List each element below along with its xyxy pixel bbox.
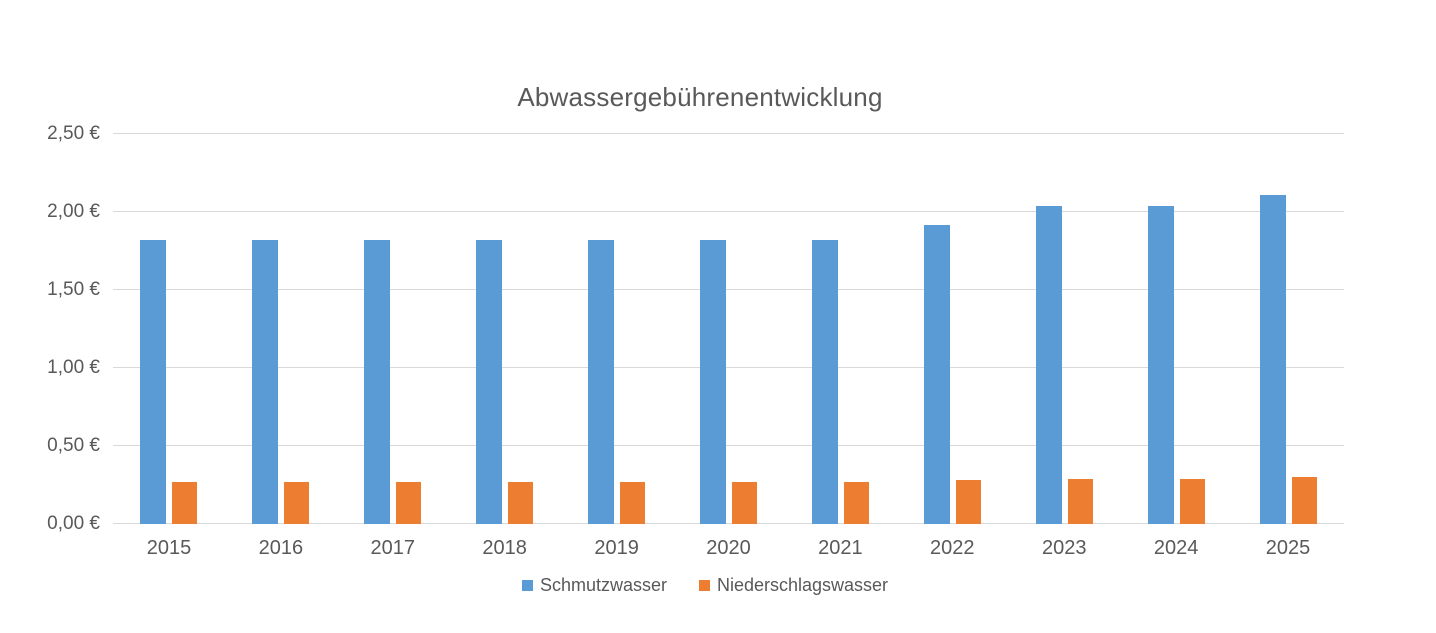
bar-schmutzwasser-2019 [588, 240, 615, 524]
bar-group-2017 [337, 134, 449, 524]
legend-label: Niederschlagswasser [716, 575, 889, 595]
bar-niederschlagswasser-2025 [1291, 477, 1317, 524]
bar-schmutzwasser-2016 [252, 240, 279, 524]
bar-group-2016 [225, 134, 337, 524]
gridline [113, 211, 1344, 212]
x-tick-label-2025: 2025 [1265, 537, 1311, 559]
y-axis: 0,00 € 0,50 € 1,00 € 1,50 € 2,00 € 2,50 € [20, 0, 100, 633]
bar-schmutzwasser-2022 [923, 224, 950, 524]
x-tick-label-2019: 2019 [594, 537, 639, 559]
x-tick-label-2020: 2020 [706, 537, 751, 559]
bar-niederschlagswasser-2020 [731, 481, 757, 524]
y-tick-label: 0,50 € [47, 435, 100, 456]
x-tick-label-2017: 2017 [370, 537, 416, 559]
bar-group-2020 [673, 134, 785, 524]
bar-group-2022 [896, 134, 1008, 524]
x-tick-label-2016: 2016 [258, 537, 304, 559]
bar-niederschlagswasser-2018 [508, 481, 534, 524]
y-tick-label: 1,00 € [47, 357, 100, 378]
gridline [113, 133, 1344, 134]
legend-swatch-icon [521, 580, 533, 591]
bar-niederschlagswasser-2022 [955, 480, 981, 524]
legend-swatch-icon [698, 580, 710, 591]
bar-group-2015 [113, 134, 225, 524]
bar-schmutzwasser-2024 [1147, 205, 1174, 524]
bar-schmutzwasser-2017 [364, 240, 391, 524]
legend-label: Schmutzwasser [539, 575, 667, 595]
x-tick-label-2021: 2021 [818, 537, 863, 559]
bar-schmutzwasser-2020 [699, 240, 726, 524]
bar-niederschlagswasser-2024 [1179, 478, 1205, 524]
gridline [113, 445, 1344, 446]
gridline [113, 523, 1344, 524]
bar-niederschlagswasser-2017 [396, 481, 422, 524]
bar-group-2025 [1232, 134, 1344, 524]
bar-niederschlagswasser-2015 [172, 481, 198, 524]
gridlines [113, 133, 1344, 524]
x-tick-label-2018: 2018 [482, 537, 527, 559]
bar-schmutzwasser-2025 [1259, 194, 1286, 524]
y-tick-label: 1,50 € [47, 279, 100, 300]
bar-schmutzwasser-2018 [476, 240, 503, 524]
y-tick-label: 0,00 € [47, 513, 100, 534]
gridline [113, 289, 1344, 290]
x-axis: 2015 2016 2017 2018 2019 2020 2021 2022 2023 2024… [113, 537, 1344, 560]
x-tick-label-2023: 2023 [1041, 537, 1087, 559]
x-tick-label-2015: 2015 [146, 537, 192, 559]
plot-area [113, 133, 1344, 524]
bar-group-2024 [1120, 134, 1232, 524]
bar-niederschlagswasser-2021 [843, 481, 869, 524]
legend-item-niederschlagswasser: Niederschlagswasser [698, 575, 889, 596]
bar-group-2019 [561, 134, 673, 524]
legend: Schmutzwasser Niederschlagswasser [0, 575, 1410, 596]
bar-schmutzwasser-2023 [1035, 205, 1062, 524]
chart-title: Abwassergebührenentwicklung [517, 82, 883, 112]
bar-niederschlagswasser-2016 [284, 481, 310, 524]
y-tick-label: 2,50 € [47, 123, 100, 144]
gridline [113, 367, 1344, 368]
bar-schmutzwasser-2015 [140, 240, 167, 524]
bar-group-2021 [784, 134, 896, 524]
x-tick-label-2022: 2022 [930, 537, 975, 559]
bars-row [113, 134, 1344, 524]
bar-schmutzwasser-2021 [811, 240, 838, 524]
bar-group-2018 [449, 134, 561, 524]
bar-niederschlagswasser-2023 [1067, 478, 1093, 524]
legend-item-schmutzwasser: Schmutzwasser [521, 575, 667, 596]
bar-niederschlagswasser-2019 [620, 481, 646, 524]
bar-group-2023 [1008, 134, 1120, 524]
y-tick-label: 2,00 € [47, 201, 100, 222]
x-tick-label-2024: 2024 [1153, 537, 1199, 559]
